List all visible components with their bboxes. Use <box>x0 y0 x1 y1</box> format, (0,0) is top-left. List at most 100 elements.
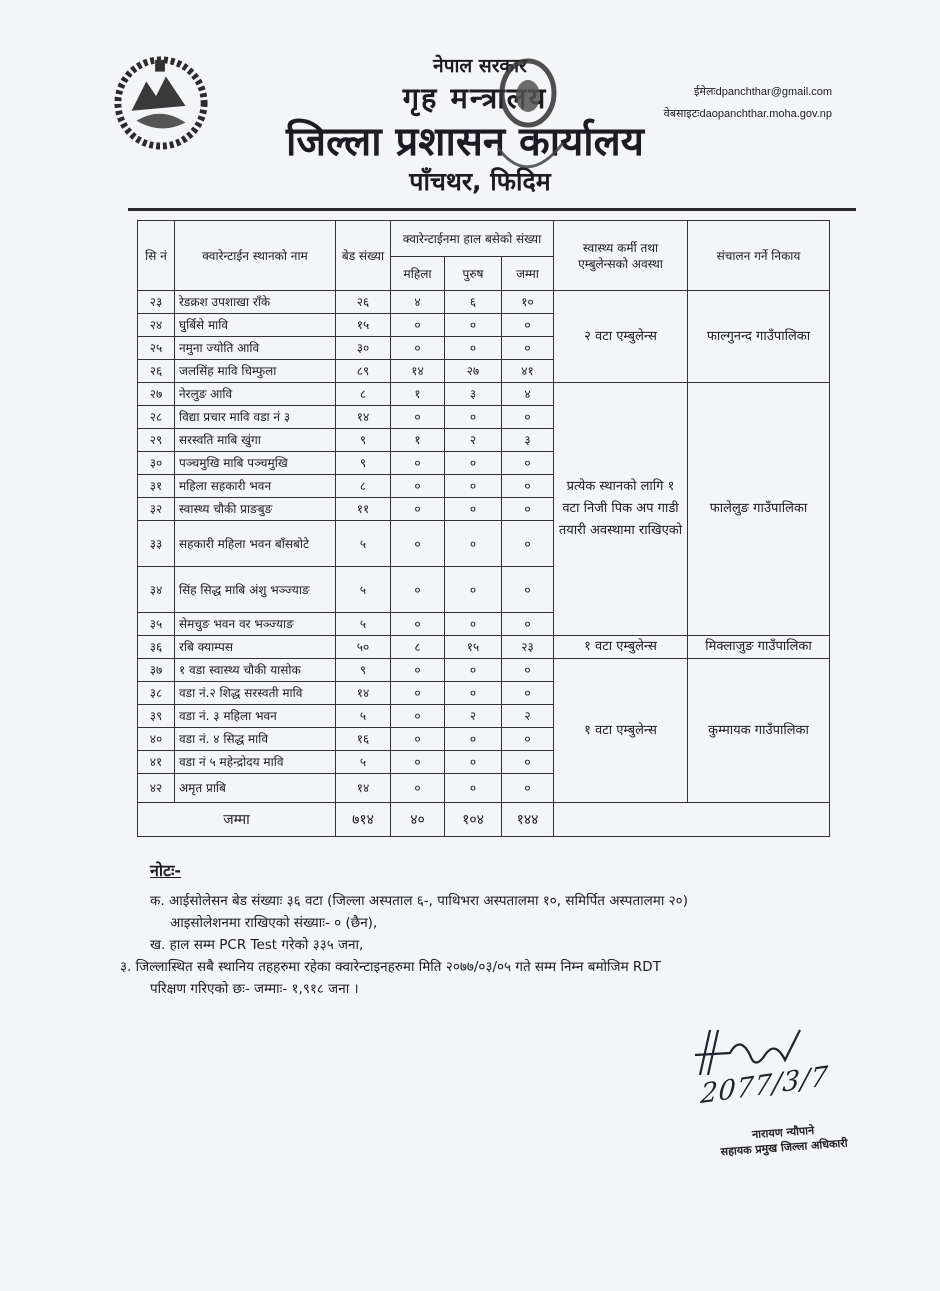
cell-men: २ <box>444 428 502 452</box>
cell-men: ० <box>444 336 502 360</box>
website-label: वेबसाइटः <box>663 108 700 120</box>
cell-sn: ४१ <box>137 750 175 774</box>
cell-beds: ९ <box>335 451 391 475</box>
totals-row: जम्मा ७१४ ४० १०४ १४४ <box>137 802 830 837</box>
cell-name: रेडक्रश उपशाखा राँके <box>174 290 336 314</box>
cell-men: ३ <box>444 382 502 406</box>
cell-name: स्वास्थ्य चौकी प्राङबुङ <box>174 497 336 521</box>
cell-men: ० <box>444 681 502 705</box>
cell-women: ० <box>390 566 445 613</box>
header-divider <box>128 208 856 211</box>
cell-women: ० <box>390 313 445 337</box>
header-org: संचालन गर्ने निकाय <box>687 220 830 291</box>
cell-sn: ३७ <box>137 658 175 682</box>
cell-beds: ९ <box>335 658 391 682</box>
cell-women: ० <box>390 773 445 803</box>
cell-women: १४ <box>390 359 445 383</box>
header-women: महिला <box>390 256 445 291</box>
quarantine-table: सि नं क्वारेन्टाईन स्थानको नाम बेड संख्य… <box>137 220 830 837</box>
cell-sn: ३४ <box>137 566 175 613</box>
website-line: वेबसाइटःdaopanchthar.moha.gov.np <box>664 106 832 121</box>
cell-men: १५ <box>444 635 502 659</box>
cell-total: ० <box>501 727 554 751</box>
table-row: ३१ महिला सहकारी भवन ८ ० ० ० <box>137 474 830 498</box>
cell-beds: ८ <box>335 382 391 406</box>
cell-name: सेमचुङ भवन वर भञ्ज्याङ <box>174 612 336 636</box>
table-row: ३८ वडा नं.२ शिद्ध सरस्वती मावि १४ ० ० ० <box>137 681 830 705</box>
cell-sn: २५ <box>137 336 175 360</box>
table-row: ३० पञ्चमुखि माबि पञ्चमुखि ९ ० ० ० <box>137 451 830 475</box>
cell-org: फालेलुङ गाउँपालिका <box>687 382 830 636</box>
cell-total: ० <box>501 451 554 475</box>
cell-sn: ४० <box>137 727 175 751</box>
note-ka-cont: आइसोलेशनमा राखिएको संख्याः- ० (छैन), <box>170 915 378 931</box>
cell-beds: ८९ <box>335 359 391 383</box>
cell-sn: २७ <box>137 382 175 406</box>
cell-beds: ३० <box>335 336 391 360</box>
table-row: २३ रेडक्रश उपशाखा राँके २६ ४ ६ १० २ वटा एम्बुल… <box>137 290 830 383</box>
table-row: ४२ अमृत प्राबि १४ ० ० ० <box>137 773 830 803</box>
note-kha: ख. हाल सम्म PCR Test गरेको ३३५ जना, <box>150 937 364 953</box>
cell-beds: ५ <box>335 566 391 613</box>
cell-name: अमृत प्राबि <box>174 773 336 803</box>
cell-women: ० <box>390 405 445 429</box>
cell-name: सरस्वति माबि खुंगा <box>174 428 336 452</box>
table-row: ३७ १ वडा स्वास्थ्य चौकी यासोक ९ ० ० ० १ वटा एम… <box>137 658 830 803</box>
cell-name: वडा नं. ४ सिद्ध मावि <box>174 727 336 751</box>
cell-women: १ <box>390 382 445 406</box>
cell-health: २ वटा एम्बुलेन्स <box>553 290 688 383</box>
email-label: ईमेलः <box>693 86 716 98</box>
cell-name: घुर्बिसे मावि <box>174 313 336 337</box>
cell-sn: २६ <box>137 359 175 383</box>
cell-women: ० <box>390 497 445 521</box>
table-row: २७ नेरलुङ आवि ८ १ ३ ४ प्रत्येक स्थानको लागि १ … <box>137 382 830 636</box>
signatory-block: नारायण न्यौपाने सहायक प्रमुख जिल्ला अधिक… <box>719 1121 848 1160</box>
note-3: ३. जिल्लास्थित सबै स्थानिय तहहरुमा रहेका… <box>120 959 661 975</box>
table-row: २६ जलसिंह मावि चिम्फुला ८९ १४ २७ ४१ <box>137 359 830 383</box>
cell-beds: १५ <box>335 313 391 337</box>
cell-health: १ वटा एम्बुलेन्स <box>553 635 688 659</box>
cell-beds: ११ <box>335 497 391 521</box>
cell-beds: १४ <box>335 405 391 429</box>
cell-women: ० <box>390 681 445 705</box>
cell-name: नमुना ज्योति आवि <box>174 336 336 360</box>
header-current: क्वारेन्टाईनमा हाल बसेको संख्या <box>390 220 554 257</box>
cell-name: जलसिंह मावि चिम्फुला <box>174 359 336 383</box>
cell-men: ० <box>444 658 502 682</box>
table-row: २८ विद्या प्रचार मावि वडा नं ३ १४ ० ० ० <box>137 405 830 429</box>
cell-women: ० <box>390 750 445 774</box>
table-row: २९ सरस्वति माबि खुंगा ९ १ २ ३ <box>137 428 830 452</box>
note-3-cont: परिक्षण गरिएको छः- जम्माः- १,९१८ जना । <box>150 981 359 997</box>
cell-sn: २८ <box>137 405 175 429</box>
cell-women: ० <box>390 658 445 682</box>
cell-sn: ४२ <box>137 773 175 803</box>
cell-women: ० <box>390 474 445 498</box>
cell-total: ० <box>501 474 554 498</box>
cell-name: वडा नं. ३ महिला भवन <box>174 704 336 728</box>
table-row: ३६ रबि क्याम्पस ५० ८ १५ २३ १ वटा एम्बुलेन्स मिक… <box>137 635 830 659</box>
cell-total: ० <box>501 520 554 567</box>
cell-total: ४१ <box>501 359 554 383</box>
cell-men: ० <box>444 405 502 429</box>
cell-men: ० <box>444 474 502 498</box>
cell-beds: ५ <box>335 750 391 774</box>
header-sn: सि नं <box>137 220 175 291</box>
cell-men: ० <box>444 773 502 803</box>
totals-beds: ७१४ <box>335 802 391 837</box>
cell-beds: ५ <box>335 612 391 636</box>
cell-name: वडा नं.२ शिद्ध सरस्वती मावि <box>174 681 336 705</box>
cell-name: नेरलुङ आवि <box>174 382 336 406</box>
website-url: daopanchthar.moha.gov.np <box>699 108 832 120</box>
email-address: dpanchthar@gmail.com <box>715 86 832 98</box>
cell-women: ० <box>390 727 445 751</box>
cell-total: ० <box>501 313 554 337</box>
cell-sn: ३३ <box>137 520 175 567</box>
cell-women: ० <box>390 336 445 360</box>
table-row: ३९ वडा नं. ३ महिला भवन ५ ० २ २ <box>137 704 830 728</box>
cell-sn: २९ <box>137 428 175 452</box>
cell-beds: ५ <box>335 520 391 567</box>
header-health: स्वास्थ्य कर्मी तथा एम्बुलेन्सको अवस्था <box>553 220 688 291</box>
cell-total: ० <box>501 497 554 521</box>
cell-name: पञ्चमुखि माबि पञ्चमुखि <box>174 451 336 475</box>
cell-men: ० <box>444 451 502 475</box>
